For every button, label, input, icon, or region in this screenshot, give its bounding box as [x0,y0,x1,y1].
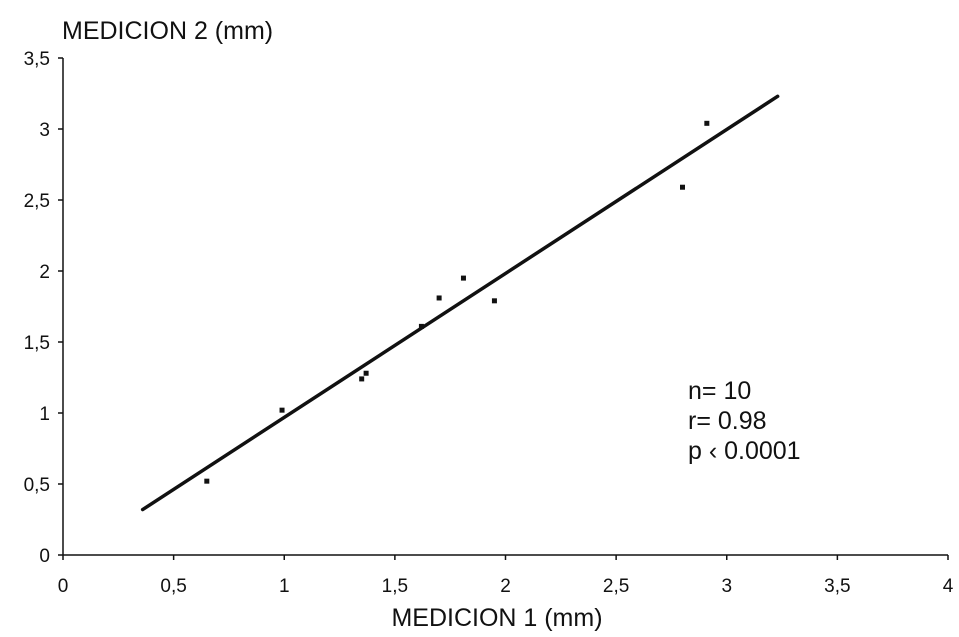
x-axis-title: MEDICION 1 (mm) [391,604,602,632]
x-tick-label: 4 [943,576,954,597]
data-point [491,298,497,304]
x-tick-label: 1 [279,576,290,597]
ticks: 0 0,5 1 1,5 2 2,5 3 3,5 4 0 0,5 1 1,5 2 2,5 3 3,5 [24,49,954,597]
data-point [279,407,285,413]
y-tick-label: 1,5 [24,333,50,354]
y-tick-label: 3 [39,120,50,141]
data-point [418,323,424,329]
y-tick-label: 2,5 [24,191,50,212]
regression-line [140,94,780,512]
data-point [436,295,442,301]
x-tick-label: 3,5 [824,576,850,597]
stat-line: n= 10 [688,377,751,405]
axes [62,58,948,556]
stat-line: p ‹ 0.0001 [688,437,801,465]
data-point [680,184,685,190]
x-tick-label: 1,5 [382,576,408,597]
x-tick-label: 3 [721,576,732,597]
y-tick-label: 2 [39,262,50,283]
x-tick-label: 2,5 [603,576,629,597]
regression-line-group [140,94,780,512]
y-axis-title: MEDICION 2 (mm) [62,17,273,45]
data-points [204,120,710,484]
stat-line: r= 0.98 [688,407,767,435]
y-tick-label: 1 [39,404,50,425]
y-tick-label: 0,5 [24,475,50,496]
statistics-annotation: n= 10r= 0.98p ‹ 0.0001 [688,377,801,465]
data-point [359,376,365,382]
x-tick-label: 2 [500,576,511,597]
x-tick-label: 0,5 [160,576,186,597]
data-point [704,120,710,126]
data-point [204,478,210,484]
data-point [363,370,369,376]
y-tick-label: 3,5 [24,49,50,70]
y-tick-label: 0 [39,546,50,567]
x-tick-label: 0 [58,576,69,597]
data-point [460,275,466,281]
